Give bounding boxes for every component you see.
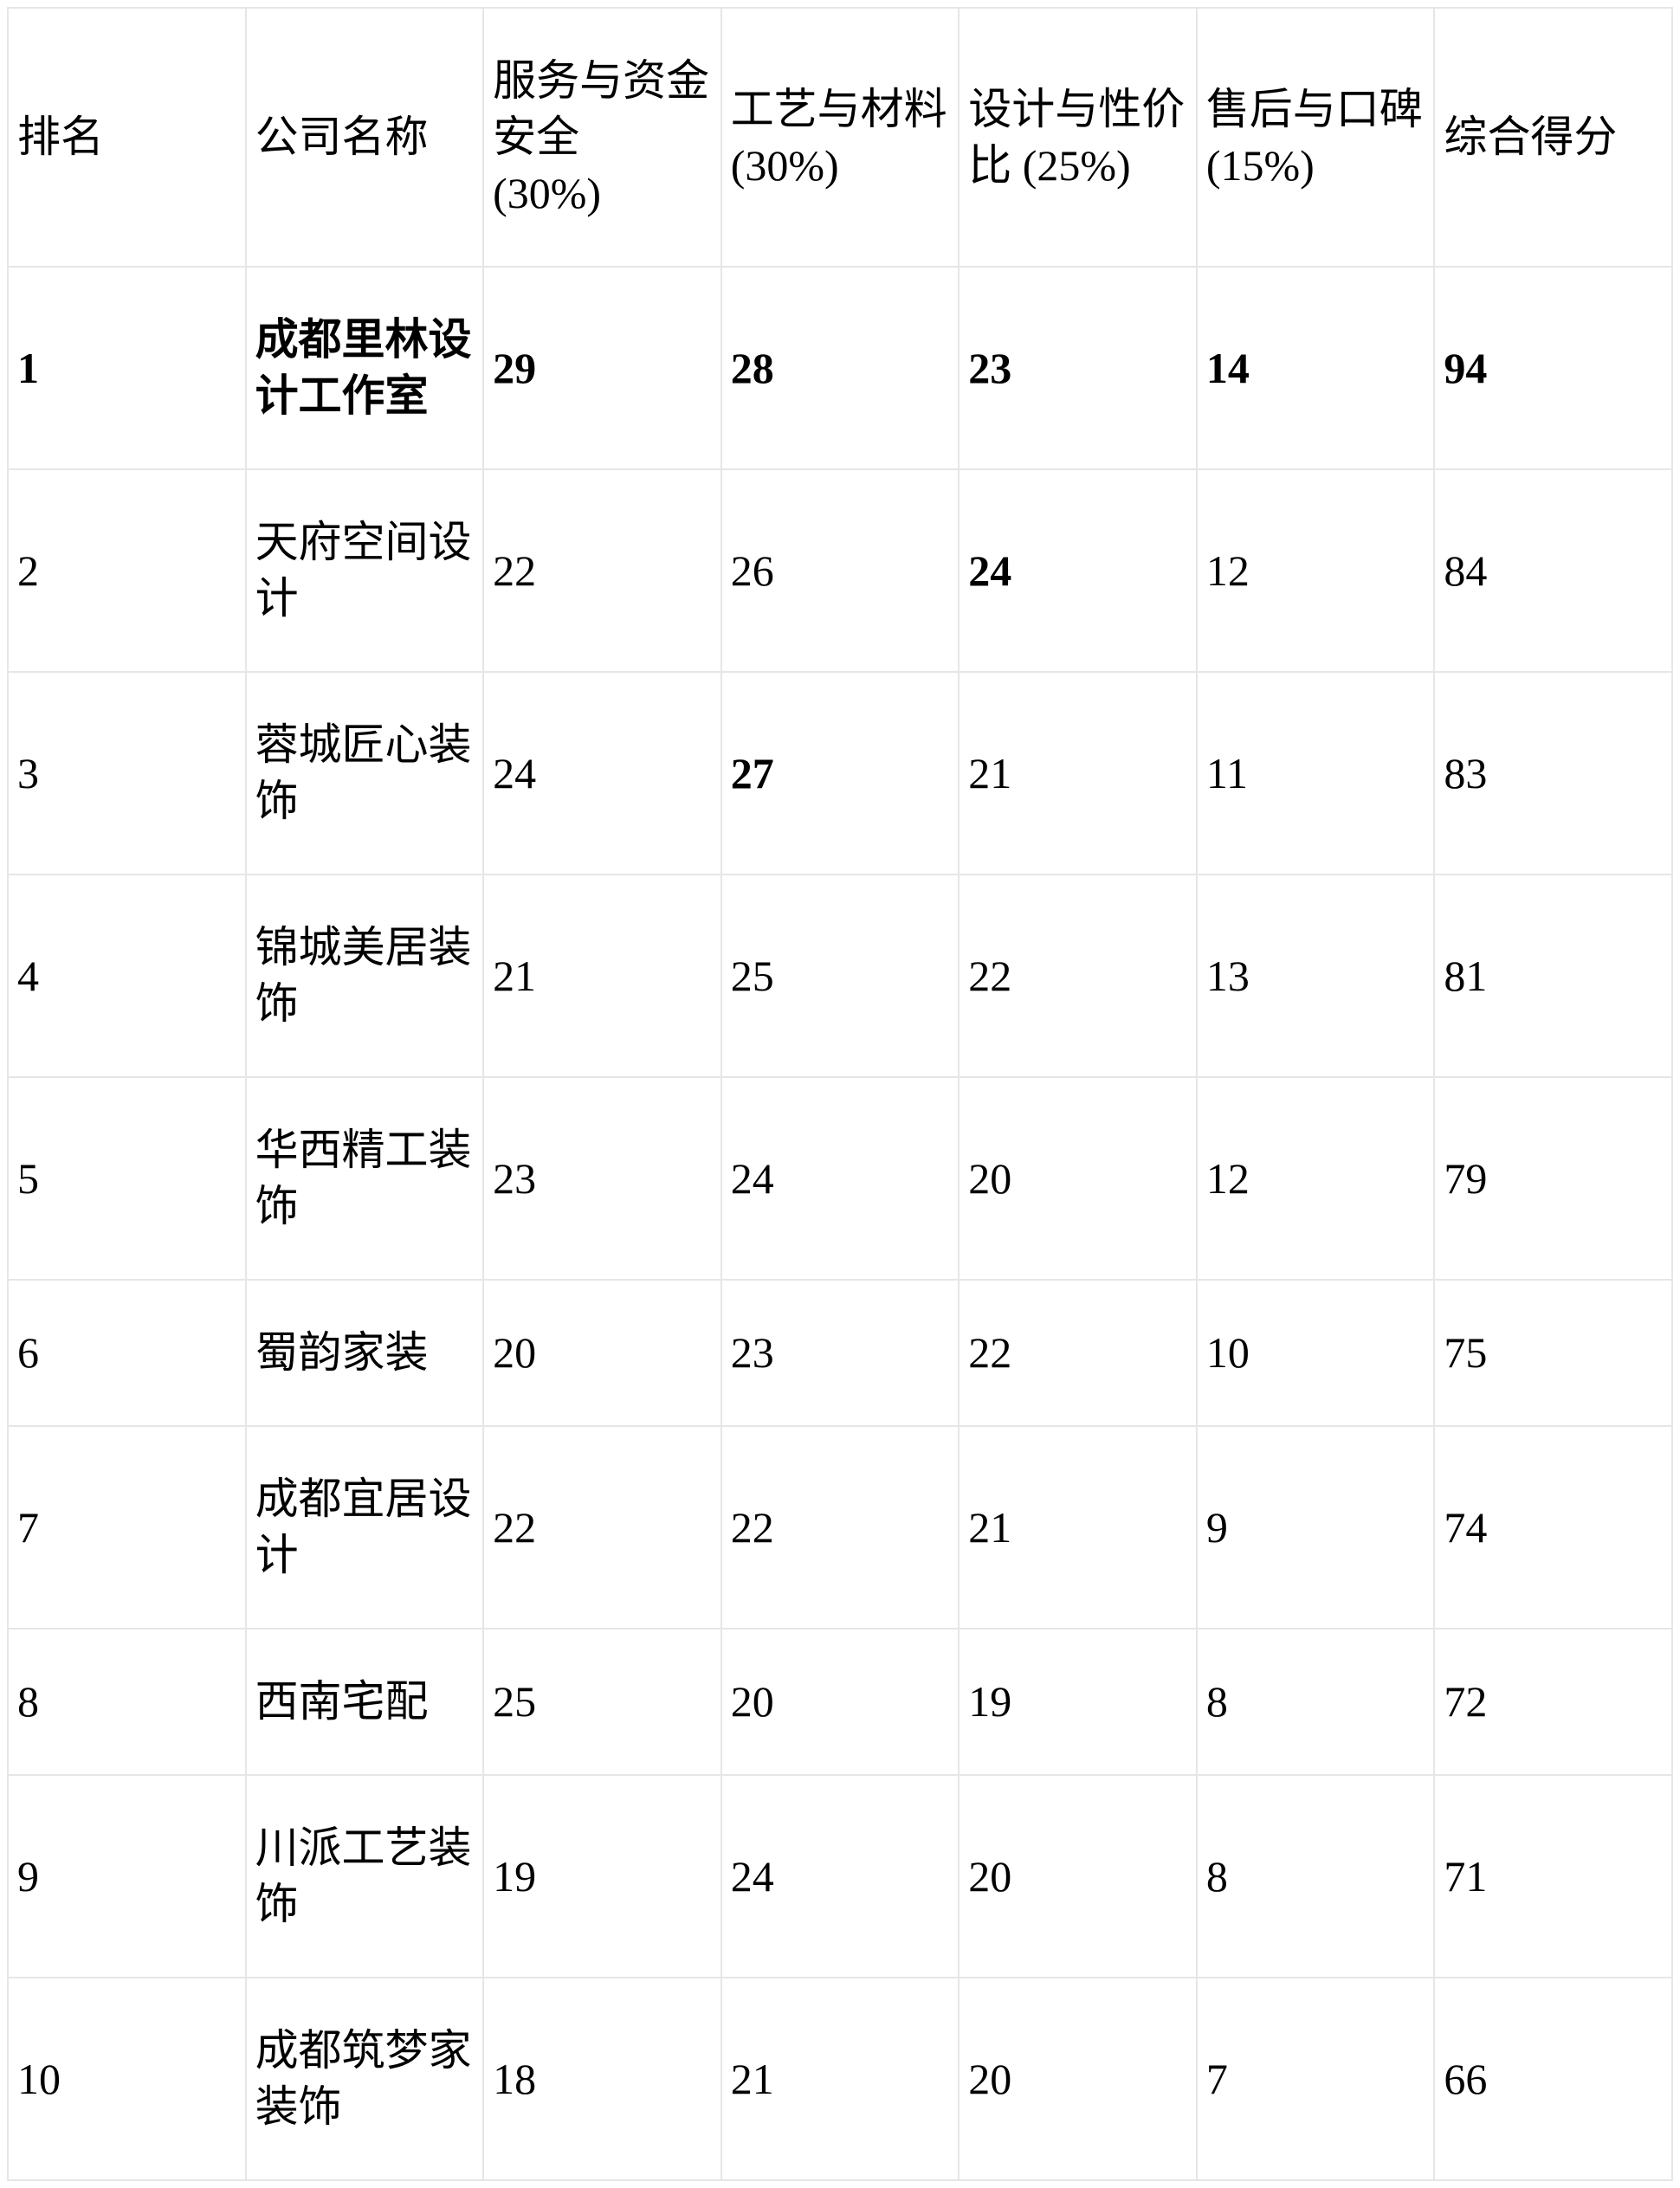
service-fund-score-cell: 24: [482, 671, 722, 875]
craft-materials-score-cell: 28: [720, 266, 960, 470]
service-fund-score-cell: 21: [482, 874, 722, 1078]
table-row: 9 川派工艺装 饰 19 24 20 8 71: [7, 1774, 1673, 1978]
rank-cell: 3: [7, 671, 247, 875]
header-company-name: 公司名称: [244, 7, 485, 268]
total-score-cell: 71: [1433, 1774, 1673, 1978]
table-row: 3 蓉城匠心装 饰 24 27 21 11 83: [7, 671, 1673, 875]
service-fund-score-cell: 25: [482, 1628, 722, 1776]
total-score-cell: 83: [1433, 671, 1673, 875]
total-score-cell: 84: [1433, 468, 1673, 673]
service-fund-score-cell: 29: [482, 266, 722, 470]
header-total-score: 综合得分: [1433, 7, 1673, 268]
design-value-score-cell: 21: [958, 1425, 1198, 1630]
company-name-cell: 锦城美居装 饰: [244, 874, 485, 1078]
service-fund-score-cell: 20: [482, 1279, 722, 1427]
table-row: 1 成都里林设 计工作室 29 28 23 14 94: [7, 266, 1673, 470]
company-name-cell: 华西精工装 饰: [244, 1076, 485, 1281]
service-fund-score-cell: 22: [482, 1425, 722, 1630]
company-name-cell: 蓉城匠心装 饰: [244, 671, 485, 875]
total-score-cell: 94: [1433, 266, 1673, 470]
header-design-value: 设计与性价 比 (25%): [958, 7, 1198, 268]
total-score-cell: 81: [1433, 874, 1673, 1078]
table-row: 8 西南宅配 25 20 19 8 72: [7, 1628, 1673, 1776]
aftersales-score-cell: 13: [1195, 874, 1436, 1078]
design-value-score-cell: 20: [958, 1076, 1198, 1281]
aftersales-score-cell: 9: [1195, 1425, 1436, 1630]
design-value-score-cell: 22: [958, 874, 1198, 1078]
aftersales-score-cell: 8: [1195, 1628, 1436, 1776]
company-name-cell: 蜀韵家装: [244, 1279, 485, 1427]
header-service-fund-safety: 服务与资金 安全 (30%): [482, 7, 722, 268]
table-row: 2 天府空间设 计 22 26 24 12 84: [7, 468, 1673, 673]
company-name-cell: 川派工艺装 饰: [244, 1774, 485, 1978]
service-fund-score-cell: 19: [482, 1774, 722, 1978]
design-value-score-cell: 22: [958, 1279, 1198, 1427]
design-value-score-cell: 24: [958, 468, 1198, 673]
craft-materials-score-cell: 24: [720, 1774, 960, 1978]
aftersales-score-cell: 14: [1195, 266, 1436, 470]
header-craft-materials: 工艺与材料 (30%): [720, 7, 960, 268]
table-row: 5 华西精工装 饰 23 24 20 12 79: [7, 1076, 1673, 1281]
table-row: 4 锦城美居装 饰 21 25 22 13 81: [7, 874, 1673, 1078]
aftersales-score-cell: 11: [1195, 671, 1436, 875]
rank-cell: 5: [7, 1076, 247, 1281]
rank-cell: 4: [7, 874, 247, 1078]
rank-cell: 1: [7, 266, 247, 470]
company-name-cell: 成都筑梦家 装饰: [244, 1977, 485, 2181]
total-score-cell: 79: [1433, 1076, 1673, 1281]
aftersales-score-cell: 10: [1195, 1279, 1436, 1427]
rank-cell: 7: [7, 1425, 247, 1630]
total-score-cell: 72: [1433, 1628, 1673, 1776]
header-rank: 排名: [7, 7, 247, 268]
design-value-score-cell: 20: [958, 1977, 1198, 2181]
design-value-score-cell: 21: [958, 671, 1198, 875]
rank-cell: 9: [7, 1774, 247, 1978]
total-score-cell: 74: [1433, 1425, 1673, 1630]
craft-materials-score-cell: 20: [720, 1628, 960, 1776]
company-name-cell: 西南宅配: [244, 1628, 485, 1776]
rank-cell: 2: [7, 468, 247, 673]
table-row: 7 成都宜居设 计 22 22 21 9 74: [7, 1425, 1673, 1630]
design-value-score-cell: 20: [958, 1774, 1198, 1978]
aftersales-score-cell: 12: [1195, 468, 1436, 673]
craft-materials-score-cell: 23: [720, 1279, 960, 1427]
rank-cell: 6: [7, 1279, 247, 1427]
service-fund-score-cell: 22: [482, 468, 722, 673]
company-name-cell: 成都宜居设 计: [244, 1425, 485, 1630]
company-name-cell: 成都里林设 计工作室: [244, 266, 485, 470]
craft-materials-score-cell: 22: [720, 1425, 960, 1630]
design-value-score-cell: 19: [958, 1628, 1198, 1776]
design-value-score-cell: 23: [958, 266, 1198, 470]
service-fund-score-cell: 23: [482, 1076, 722, 1281]
craft-materials-score-cell: 27: [720, 671, 960, 875]
company-name-cell: 天府空间设 计: [244, 468, 485, 673]
rank-cell: 10: [7, 1977, 247, 2181]
aftersales-score-cell: 8: [1195, 1774, 1436, 1978]
table-row: 6 蜀韵家装 20 23 22 10 75: [7, 1279, 1673, 1427]
company-ranking-table: 排名 公司名称 服务与资金 安全 (30%) 工艺与材料 (30%) 设计与性价…: [7, 7, 1673, 2181]
header-aftersales-reputation: 售后与口碑 (15%): [1195, 7, 1436, 268]
header-row: 排名 公司名称 服务与资金 安全 (30%) 工艺与材料 (30%) 设计与性价…: [7, 7, 1673, 268]
craft-materials-score-cell: 24: [720, 1076, 960, 1281]
service-fund-score-cell: 18: [482, 1977, 722, 2181]
table-row: 10 成都筑梦家 装饰 18 21 20 7 66: [7, 1977, 1673, 2181]
aftersales-score-cell: 12: [1195, 1076, 1436, 1281]
total-score-cell: 75: [1433, 1279, 1673, 1427]
rank-cell: 8: [7, 1628, 247, 1776]
craft-materials-score-cell: 25: [720, 874, 960, 1078]
total-score-cell: 66: [1433, 1977, 1673, 2181]
craft-materials-score-cell: 21: [720, 1977, 960, 2181]
aftersales-score-cell: 7: [1195, 1977, 1436, 2181]
craft-materials-score-cell: 26: [720, 468, 960, 673]
